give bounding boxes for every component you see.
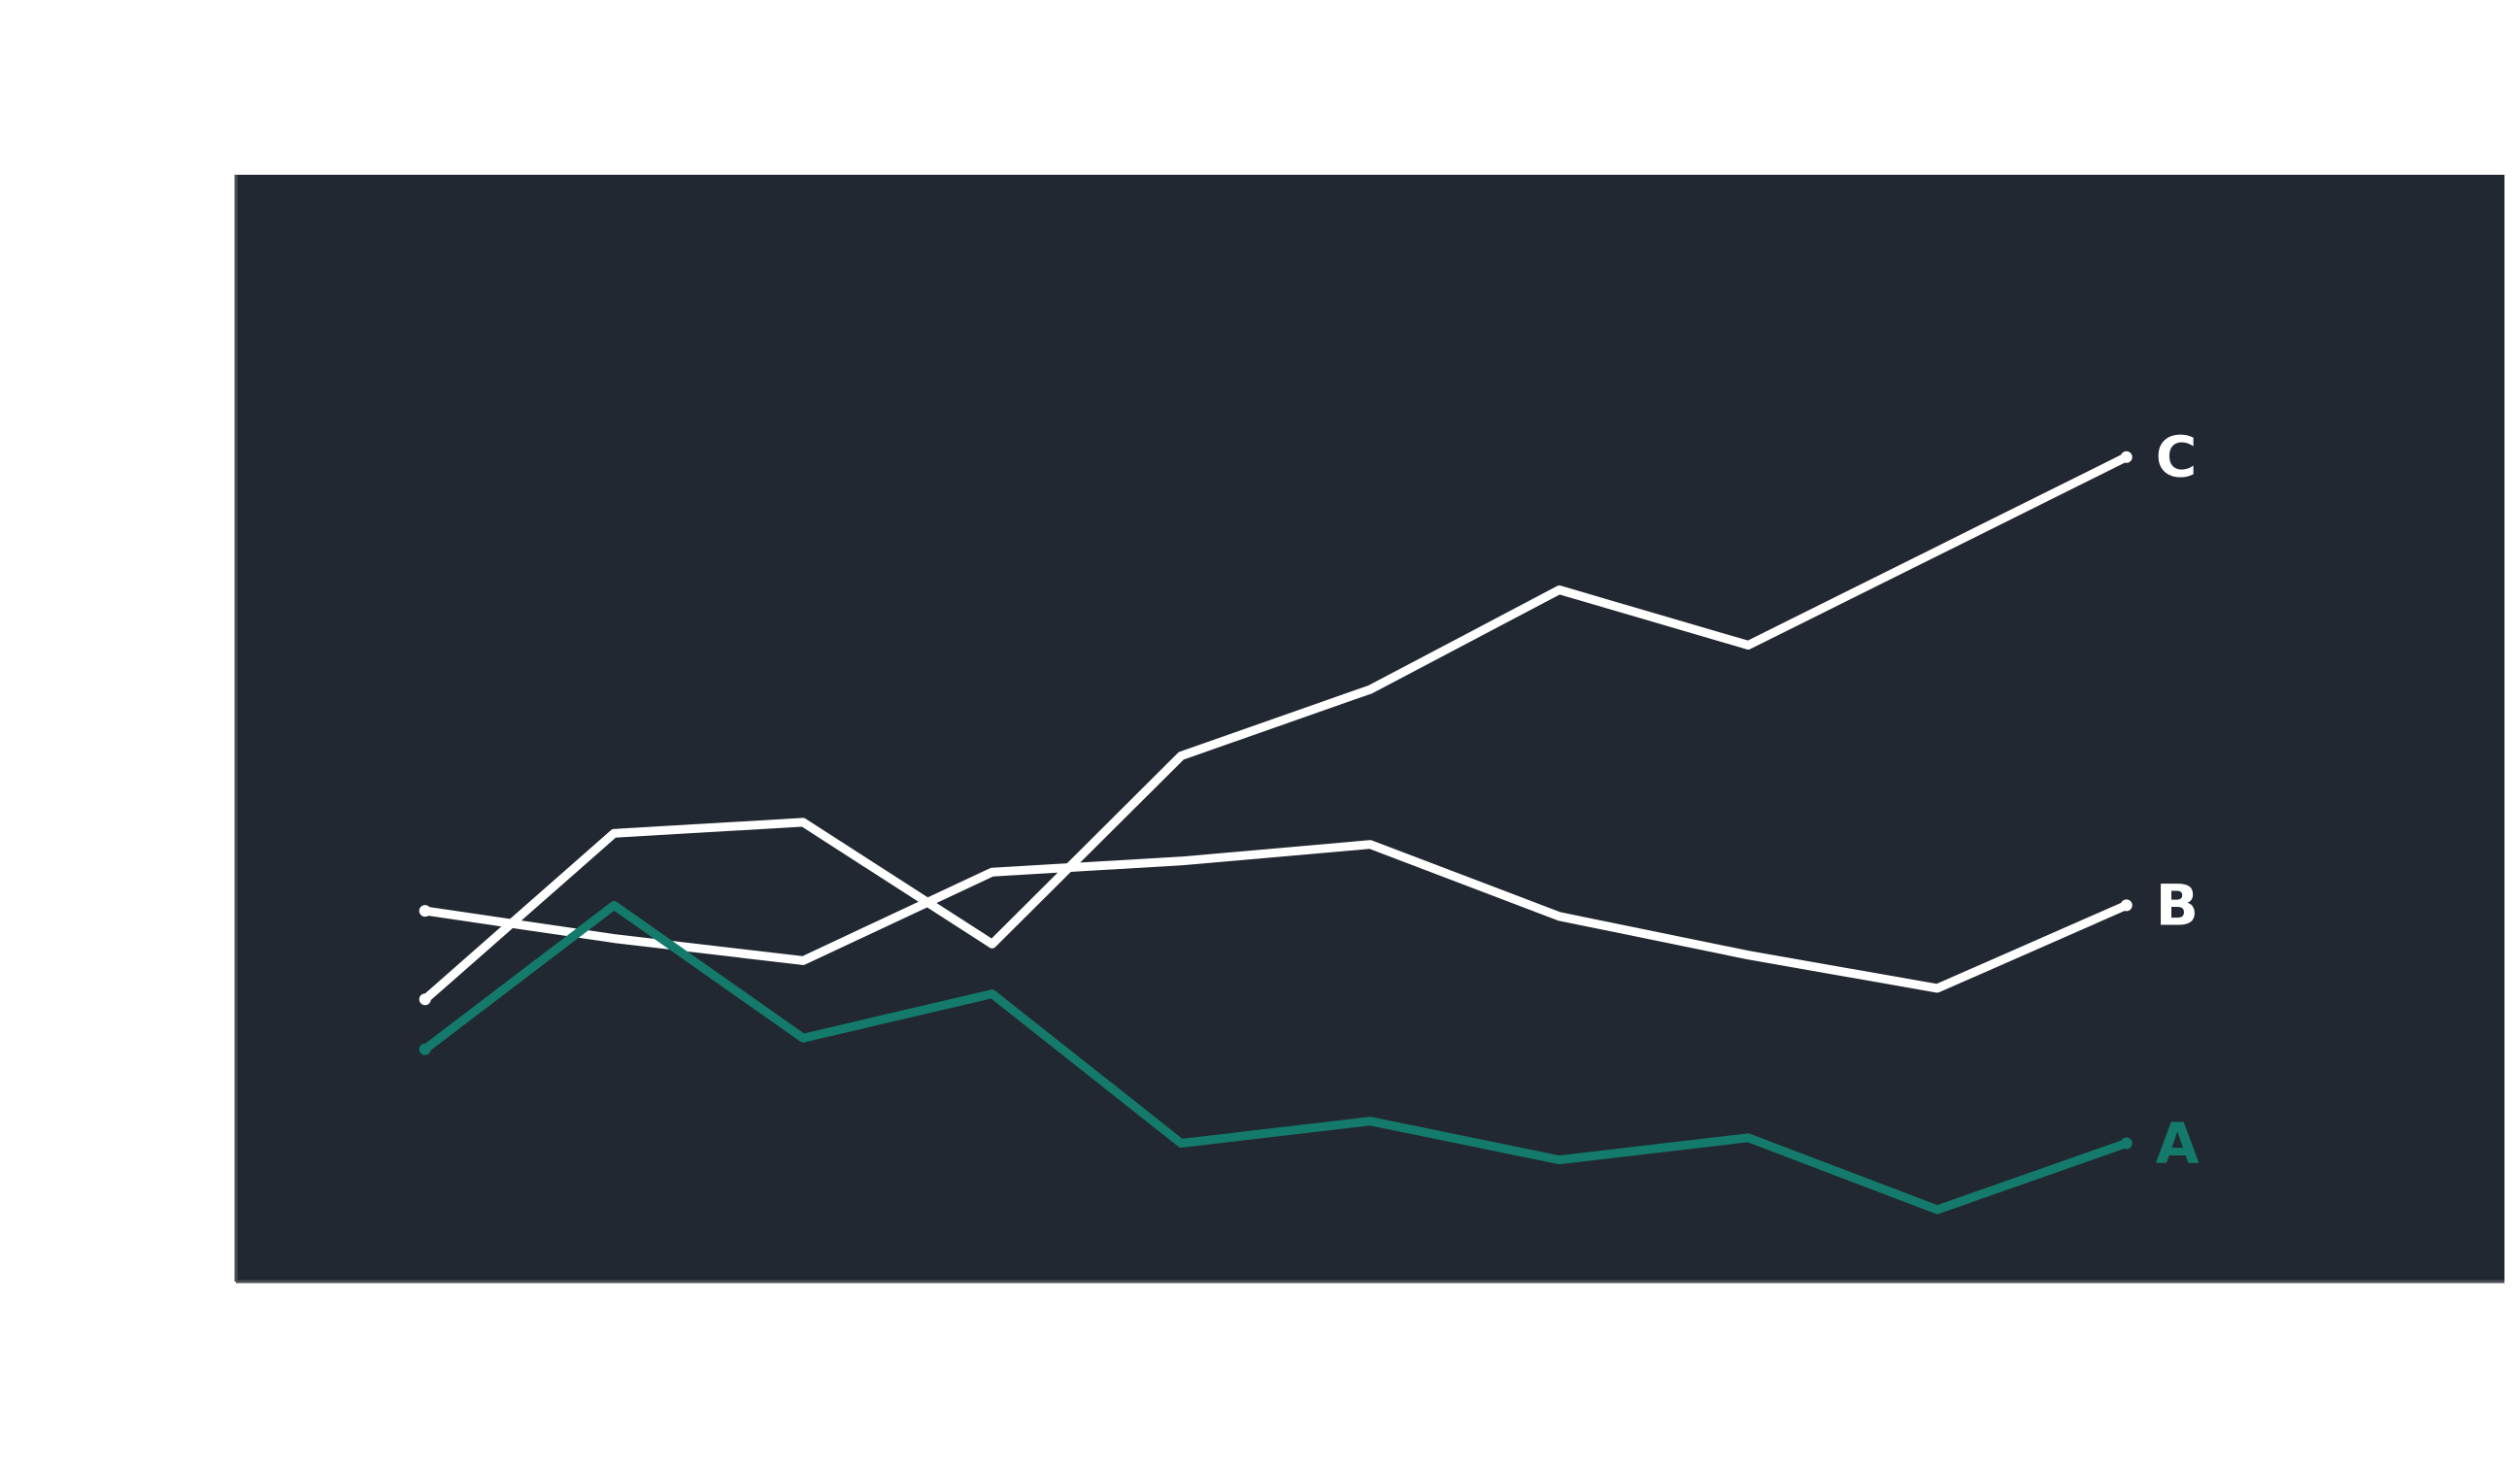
series-label-c: C xyxy=(2156,424,2198,490)
series-point-c-1 xyxy=(419,993,431,1006)
series-line-b xyxy=(420,840,2132,993)
series-line-a xyxy=(420,900,2132,1215)
series-line-c xyxy=(420,452,2132,1004)
series-point-a-10 xyxy=(2120,1137,2133,1150)
series-point-c-10 xyxy=(2120,451,2133,463)
series-label-layer: C B A xyxy=(2156,424,2200,1177)
series-point-b-10 xyxy=(2120,899,2133,912)
series-point-a-1 xyxy=(419,1043,431,1055)
series-point-b-1 xyxy=(419,905,431,918)
plot-background xyxy=(236,175,2504,1282)
series-label-a: A xyxy=(2156,1111,2200,1177)
series-layer xyxy=(419,451,2133,1215)
series-label-b: B xyxy=(2156,872,2199,938)
